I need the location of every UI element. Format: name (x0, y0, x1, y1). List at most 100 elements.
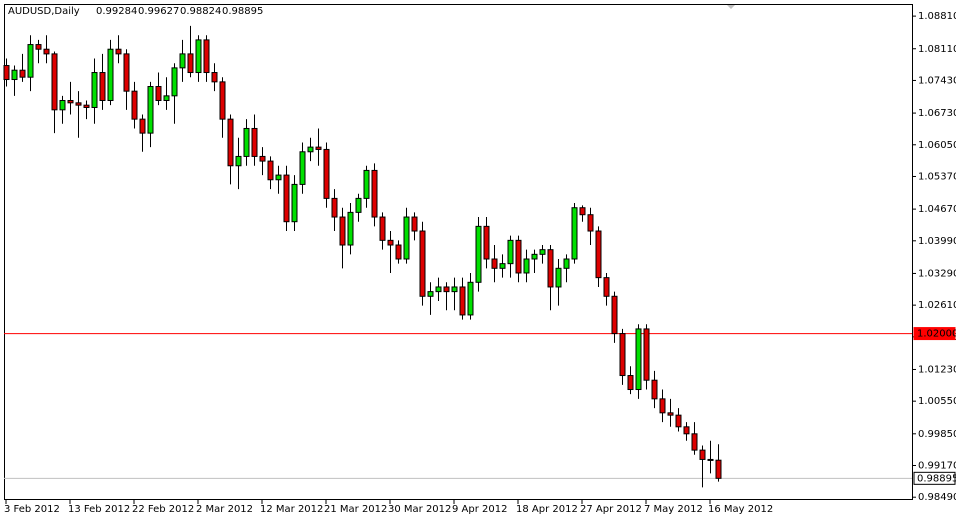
header-close: 0.98895 (222, 6, 263, 17)
candle-body (451, 286, 458, 293)
candle-body (627, 375, 634, 391)
plot-frame (4, 4, 913, 500)
candle-body (171, 67, 178, 97)
candle-body (275, 174, 282, 181)
candle-body (467, 281, 474, 316)
candle-body (699, 449, 706, 460)
candle-body (443, 286, 450, 293)
candle-body (155, 86, 162, 101)
candle-body (411, 216, 418, 232)
y-tick-label: 1.02610 (918, 300, 956, 311)
x-tick-label: 18 Apr 2012 (516, 504, 578, 515)
y-tick-label: 1.07430 (918, 75, 956, 86)
y-tick-label: 1.03990 (918, 236, 956, 247)
candle-body (107, 48, 114, 101)
candle-body (211, 72, 218, 83)
candle-body (51, 53, 58, 111)
candle-body (371, 169, 378, 218)
candle-body (267, 160, 274, 181)
candle-body (339, 216, 346, 246)
candle-body (611, 295, 618, 335)
candle-body (299, 151, 306, 185)
header-open: 0.99284 (96, 6, 137, 17)
candle-body (571, 207, 578, 260)
candle-body (11, 69, 18, 81)
candle-body (59, 99, 66, 111)
candle-body (675, 414, 682, 428)
candle-body (603, 277, 610, 297)
y-tick-label: 1.05370 (918, 171, 956, 182)
y-tick-label: 1.06050 (918, 140, 956, 151)
y-tick-label: 1.01230 (918, 364, 956, 375)
price-label-box (913, 471, 956, 485)
candle-body (707, 458, 714, 461)
chart-title: AUDUSD,Daily (8, 6, 80, 17)
candle-body (499, 263, 506, 269)
candle-body (235, 155, 242, 167)
candle-body (227, 118, 234, 167)
candle-body (459, 286, 466, 316)
y-tick-label: 1.03290 (918, 268, 956, 279)
x-tick-label: 21 Mar 2012 (324, 504, 387, 515)
candle-body (147, 86, 154, 134)
candle-body (163, 95, 170, 101)
candle-body (83, 104, 90, 108)
y-tick-label: 0.98490 (918, 492, 956, 503)
candle-body (643, 328, 650, 381)
candle-body (27, 44, 34, 78)
candle-body (515, 239, 522, 274)
candle-body (667, 412, 674, 416)
candle-body (395, 244, 402, 260)
y-tick-label: 1.00550 (918, 396, 956, 407)
candle-body (635, 328, 642, 391)
candle-body (523, 258, 530, 274)
header: AUDUSD,Daily 0.99284 0.99627 0.98824 0.9889… (8, 6, 263, 17)
candle-body (435, 286, 442, 293)
candle-body (259, 155, 266, 162)
candle-body (539, 249, 546, 255)
x-tick-label: 30 Mar 2012 (388, 504, 451, 515)
x-tick-label: 13 Feb 2012 (68, 504, 130, 515)
candle-body (387, 239, 394, 246)
candle-body (195, 39, 202, 74)
candle-body (715, 459, 722, 479)
y-tick-label: 1.06730 (918, 108, 956, 119)
candle-body (203, 39, 210, 74)
candle-body (491, 258, 498, 269)
x-tick-label: 16 May 2012 (708, 504, 773, 515)
x-tick-label: 2 Mar 2012 (196, 504, 253, 515)
candle-body (115, 48, 122, 55)
candle-body (427, 291, 434, 297)
candle-body (507, 239, 514, 265)
candle-body (659, 398, 666, 414)
candle-body (587, 214, 594, 232)
shift-marker (727, 5, 735, 9)
candle-body (323, 148, 330, 199)
price-label: 0.98895 (917, 473, 956, 484)
candle-body (35, 44, 42, 50)
price-label-box (913, 327, 956, 341)
candle-body (483, 225, 490, 260)
y-tick-label: 1.04670 (918, 204, 956, 215)
candle-body (187, 53, 194, 74)
candle-body (99, 72, 106, 101)
candle-body (67, 99, 74, 104)
candle-body (307, 146, 314, 153)
candle-body (19, 69, 26, 78)
candle-body (3, 65, 10, 81)
candle-body (691, 433, 698, 451)
candle-body (355, 197, 362, 213)
candle-body (219, 81, 226, 120)
candle-body (243, 127, 250, 157)
candle-body (363, 169, 370, 199)
candle-body (283, 174, 290, 223)
candle-body (419, 230, 426, 297)
y-tick-label: 0.99170 (918, 461, 956, 472)
y-tick-label: 1.08110 (918, 44, 956, 55)
candle-body (547, 249, 554, 288)
candle-body (123, 53, 130, 92)
x-tick-label: 27 Apr 2012 (580, 504, 642, 515)
x-tick-label: 3 Feb 2012 (4, 504, 60, 515)
candle-body (379, 216, 386, 241)
candle-body (403, 216, 410, 260)
